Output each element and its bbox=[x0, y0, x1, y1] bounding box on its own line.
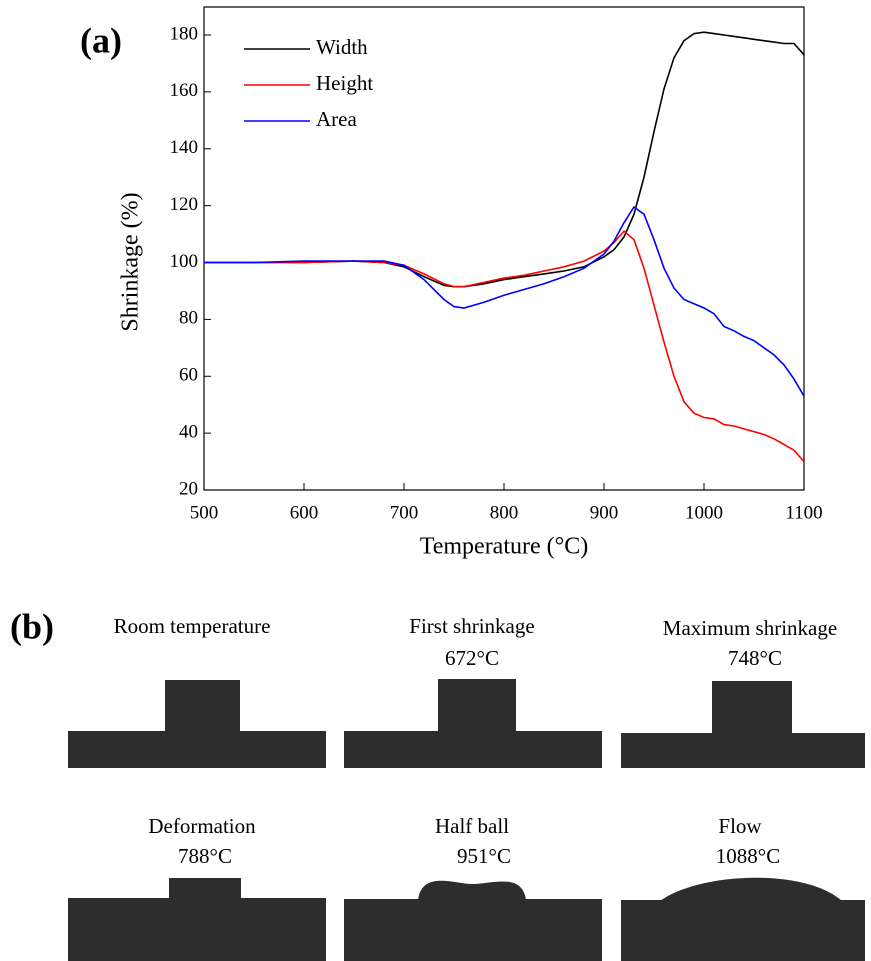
sample bbox=[165, 680, 240, 733]
image-temperature: 672°C bbox=[445, 646, 499, 670]
substrate bbox=[344, 731, 602, 768]
sample bbox=[712, 681, 792, 734]
x-tick-label: 500 bbox=[190, 502, 219, 523]
panel-label: (b) bbox=[10, 606, 54, 646]
sample bbox=[660, 877, 842, 901]
image-temperature: 788°C bbox=[178, 844, 232, 868]
y-tick-label: 60 bbox=[179, 365, 198, 386]
data-line bbox=[204, 230, 805, 463]
image-temperature: 748°C bbox=[728, 646, 782, 670]
x-tick-label: 700 bbox=[390, 502, 419, 523]
sample bbox=[169, 878, 241, 900]
x-tick-label: 900 bbox=[590, 502, 619, 523]
x-tick-label: 1000 bbox=[685, 502, 723, 523]
sample bbox=[438, 679, 516, 733]
x-tick-label: 600 bbox=[290, 502, 319, 523]
legend-label: Height bbox=[316, 71, 373, 95]
substrate bbox=[621, 900, 865, 961]
legend-label: Area bbox=[316, 107, 357, 131]
plot-frame bbox=[203, 6, 805, 491]
y-tick-label: 100 bbox=[170, 251, 199, 272]
x-tick-label: 800 bbox=[490, 502, 519, 523]
image-title: Room temperature bbox=[114, 614, 271, 638]
x-axis-label: Temperature (°C) bbox=[420, 534, 589, 560]
y-tick-label: 40 bbox=[179, 421, 198, 442]
legend-label: Width bbox=[316, 35, 368, 59]
substrate bbox=[68, 898, 326, 961]
data-line bbox=[204, 205, 805, 397]
data-line bbox=[204, 31, 805, 288]
image-title: Flow bbox=[718, 814, 762, 838]
y-tick-label: 20 bbox=[179, 478, 198, 499]
substrate bbox=[344, 899, 602, 961]
image-title: First shrinkage bbox=[409, 614, 534, 638]
image-title: Maximum shrinkage bbox=[663, 616, 837, 640]
y-axis-label: Shrinkage (%) bbox=[118, 192, 144, 331]
image-title: Deformation bbox=[148, 814, 256, 838]
sample bbox=[418, 880, 526, 900]
x-tick-label: 1100 bbox=[785, 502, 822, 523]
image-temperature: 951°C bbox=[457, 844, 511, 868]
image-title: Half ball bbox=[435, 814, 509, 838]
substrate bbox=[621, 733, 865, 768]
substrate bbox=[68, 731, 326, 768]
sample-images bbox=[68, 679, 865, 961]
y-tick-label: 140 bbox=[170, 137, 199, 158]
image-temperature: 1088°C bbox=[716, 844, 780, 868]
y-tick-label: 160 bbox=[170, 80, 199, 101]
y-tick-label: 180 bbox=[170, 23, 199, 44]
panel-label: (a) bbox=[80, 20, 122, 60]
y-tick-label: 120 bbox=[170, 194, 199, 215]
y-tick-label: 80 bbox=[179, 308, 198, 329]
